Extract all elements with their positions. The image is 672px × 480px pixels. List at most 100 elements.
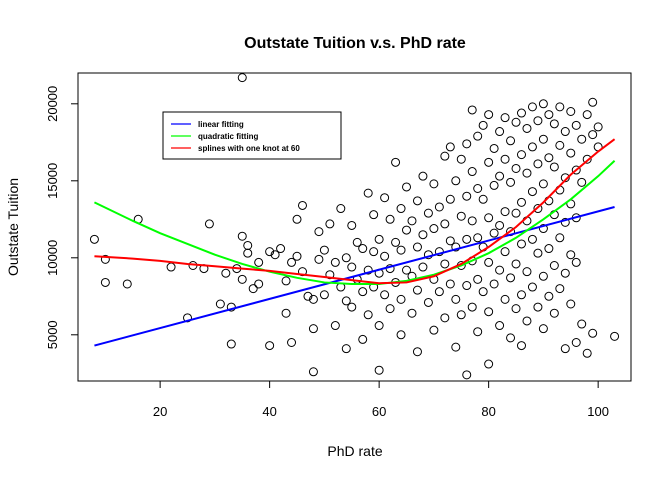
data-point [423,297,433,307]
y-axis: 5000 10000 15000 20000 [45,86,79,349]
data-point [560,344,570,354]
data-point [352,237,362,247]
data-point [571,120,581,130]
data-point [506,273,516,283]
data-point [582,110,592,120]
data-point [402,225,412,235]
data-point [396,245,406,255]
y-tick-label: 10000 [45,240,60,276]
data-point [347,220,357,230]
data-point [588,97,598,107]
data-point [451,342,461,352]
data-point [582,348,592,358]
legend-box [162,111,342,160]
data-point [385,214,395,224]
data-point [100,277,110,287]
data-point [456,154,466,164]
data-point [412,242,422,252]
data-point [566,250,576,260]
data-point [588,130,598,140]
x-tick-label: 40 [262,404,276,419]
data-point [440,151,450,161]
data-point [297,267,307,277]
data-point [544,153,554,163]
data-point [577,177,587,187]
data-point [451,242,461,252]
data-point [495,127,505,137]
data-point [538,224,548,234]
data-point [533,159,543,169]
data-point [538,99,548,109]
data-point [489,180,499,190]
data-point [544,110,554,120]
data-point [566,107,576,116]
data-point [577,319,587,329]
data-point [610,331,620,341]
data-point [418,171,428,181]
data-point [303,291,313,301]
data-point [319,245,329,255]
data-point [429,224,439,234]
data-point [445,236,455,246]
data-point [467,216,477,226]
data-point [347,262,357,272]
data-point [489,228,499,238]
data-point [100,254,110,264]
data-point [407,216,417,226]
data-point [500,294,510,304]
data-point [511,117,521,127]
data-point [341,296,351,306]
data-point [473,131,483,141]
data-point [434,287,444,297]
data-point [418,262,428,272]
data-point [555,140,565,150]
data-point [527,234,537,244]
data-point [467,302,477,312]
data-point [363,265,373,275]
data-point [445,279,455,289]
plot-area [77,72,632,382]
data-point [506,333,516,343]
data-point [516,290,526,300]
data-point [462,234,472,244]
data-point [484,213,494,223]
data-point [369,247,379,257]
data-point [243,248,253,258]
data-point [369,210,379,220]
data-point [484,257,494,267]
data-point [363,188,373,198]
data-point [374,365,384,375]
data-point [451,176,461,186]
data-point [314,254,324,264]
data-point [549,162,559,172]
data-point [544,244,554,254]
data-point [265,341,275,351]
y-tick-label: 20000 [45,86,60,122]
data-point [287,338,297,347]
data-point [533,248,543,258]
data-point [560,268,570,278]
legend-entry: linear fitting [198,120,244,129]
data-point [549,308,559,318]
data-point [500,247,510,257]
data-point [588,328,598,338]
data-point [511,163,521,173]
data-point [308,367,318,377]
data-point [380,290,390,300]
data-point [445,142,455,152]
data-point [308,294,318,304]
data-point [522,168,532,178]
data-point [527,282,537,292]
data-point [473,233,483,243]
data-point [478,194,488,204]
data-point [215,299,225,309]
data-point [237,73,247,83]
data-point [358,287,368,297]
data-point [122,279,132,289]
data-point [500,113,510,123]
data-point [484,157,494,167]
data-point [265,247,275,257]
data-point [396,204,406,214]
data-point [396,330,406,340]
data-point [407,308,417,318]
